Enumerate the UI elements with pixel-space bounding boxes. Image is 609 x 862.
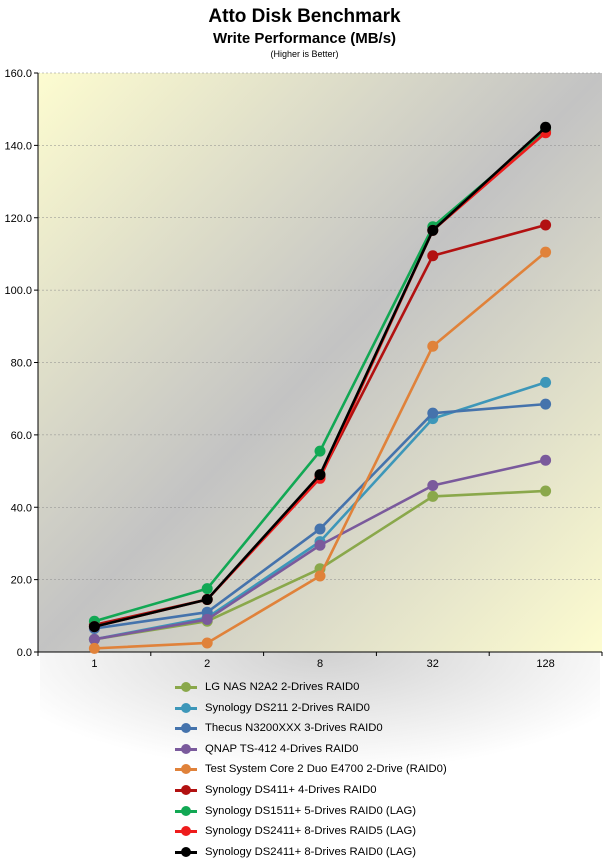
y-tick-label: 120.0 (4, 213, 32, 225)
chart-title: Atto Disk Benchmark (208, 6, 401, 27)
legend-marker (181, 723, 191, 734)
x-tick-label: 32 (427, 658, 439, 670)
y-tick-label: 0.0 (17, 647, 32, 659)
y-tick-label: 100.0 (4, 285, 32, 297)
legend-item: Synology DS2411+ 8-Drives RAID5 (LAG) (173, 821, 513, 842)
legend-marker (181, 743, 191, 754)
legend-item: Thecus N3200XXX 3-Drives RAID0 (173, 718, 513, 739)
y-tick-label: 160.0 (4, 68, 32, 80)
legend-item: Synology DS2411+ 8-Drives RAID0 (LAG) (173, 842, 513, 862)
legend-label: Synology DS2411+ 8-Drives RAID5 (LAG) (205, 825, 417, 838)
data-point (201, 637, 213, 649)
data-point (88, 642, 100, 654)
legend-label: Test System Core 2 Duo E4700 2-Drive (RA… (205, 763, 447, 776)
legend-marker (181, 784, 191, 795)
data-point (88, 633, 100, 645)
x-tick-label: 2 (204, 658, 210, 670)
data-point (427, 480, 439, 492)
legend-item: Synology DS411+ 4-Drives RAID0 (173, 780, 513, 801)
data-point (314, 523, 326, 535)
chart-note: (Higher is Better) (270, 49, 339, 59)
data-point (314, 469, 326, 481)
legend: LG NAS N2A2 2-Drives RAID0 Synology DS211… (173, 677, 513, 862)
legend-label: LG NAS N2A2 2-Drives RAID0 (205, 681, 360, 693)
legend-item: QNAP TS-412 4-Drives RAID0 (173, 739, 513, 760)
legend-item: LG NAS N2A2 2-Drives RAID0 (173, 677, 513, 698)
data-point (540, 454, 552, 466)
legend-marker (181, 846, 191, 857)
data-point (314, 539, 326, 551)
data-point (427, 224, 439, 236)
legend-item: Synology DS1511+ 5-Drives RAID0 (LAG) (173, 801, 513, 822)
legend-marker (181, 764, 191, 775)
y-tick-label: 40.0 (11, 502, 32, 514)
legend-label: Synology DS1511+ 5-Drives RAID0 (LAG) (205, 804, 417, 817)
legend-label: Synology DS411+ 4-Drives RAID0 (205, 783, 377, 796)
data-point (427, 340, 439, 352)
data-point (427, 250, 439, 262)
data-point (427, 490, 439, 502)
legend-marker (181, 826, 191, 837)
legend-label: Synology DS2411+ 8-Drives RAID0 (LAG) (205, 845, 417, 858)
x-tick-label: 1 (91, 658, 97, 670)
x-tick-label: 128 (536, 658, 554, 670)
data-point (540, 246, 552, 258)
y-tick-label: 80.0 (11, 358, 32, 370)
legend-item: Synology DS211 2-Drives RAID0 (173, 698, 513, 719)
legend-marker (181, 682, 191, 692)
data-point (201, 594, 213, 606)
data-point (88, 621, 100, 633)
y-tick-label: 20.0 (11, 575, 32, 587)
legend-marker (181, 702, 191, 713)
data-point (201, 583, 213, 595)
legend-marker (181, 805, 191, 816)
data-point (314, 570, 326, 582)
bottom-shadow (40, 652, 600, 852)
y-tick-label: 60.0 (11, 430, 32, 442)
legend-item: Test System Core 2 Duo E4700 2-Drive (RA… (173, 759, 513, 780)
legend-label: Thecus N3200XXX 3-Drives RAID0 (205, 722, 383, 735)
data-point (314, 445, 326, 457)
data-point (540, 376, 552, 388)
x-tick-label: 8 (317, 658, 323, 670)
data-point (540, 219, 552, 231)
data-point (540, 398, 552, 410)
data-point (540, 485, 552, 497)
data-point (201, 613, 213, 625)
legend-label: Synology DS211 2-Drives RAID0 (205, 701, 370, 714)
data-point (427, 407, 439, 419)
legend-label: QNAP TS-412 4-Drives RAID0 (205, 742, 359, 755)
chart-subtitle: Write Performance (MB/s) (212, 30, 397, 47)
data-point (540, 121, 552, 133)
y-tick-label: 140.0 (4, 140, 32, 152)
